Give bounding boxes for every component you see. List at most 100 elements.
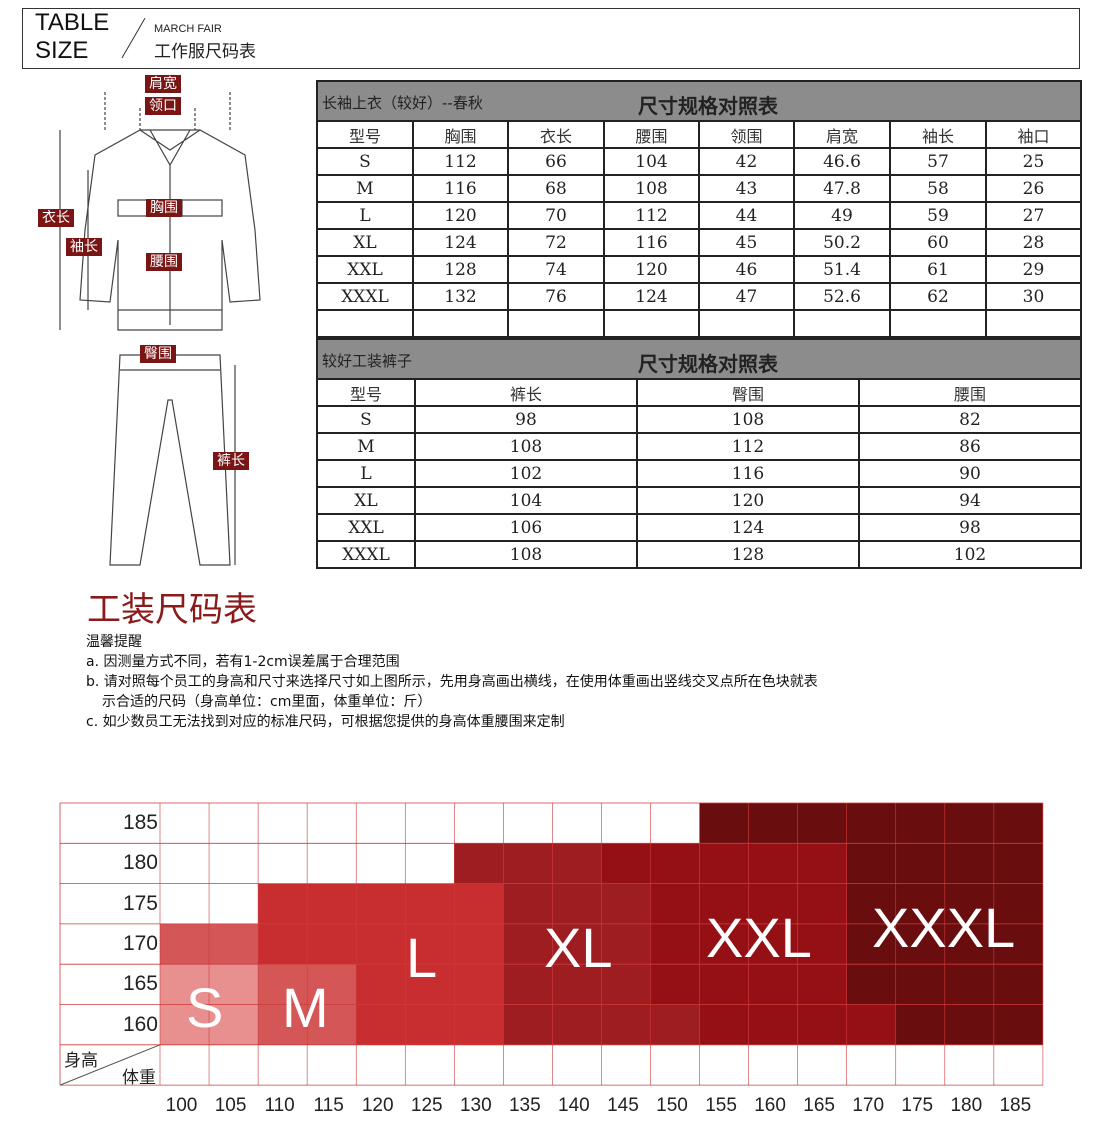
notes-title: 温馨提醒 bbox=[86, 634, 142, 650]
y-tick-label: 185 bbox=[122, 811, 158, 834]
table-cell: 42 bbox=[698, 147, 795, 176]
heatmap-cell bbox=[699, 923, 749, 965]
heatmap-cell bbox=[944, 1004, 994, 1045]
heatmap-cell bbox=[454, 923, 504, 965]
heatmap-cell bbox=[699, 883, 749, 924]
y-tick-label: 165 bbox=[122, 972, 158, 996]
table-cell: 43 bbox=[698, 174, 795, 203]
table-cell: 47 bbox=[698, 282, 795, 311]
table-cell: 66 bbox=[507, 147, 605, 176]
heatmap-cell bbox=[650, 964, 700, 1005]
heatmap-cell bbox=[993, 803, 1043, 844]
table-row: XXL 106 124 98 bbox=[316, 513, 1082, 542]
label-collar: 领口 bbox=[145, 97, 181, 115]
pants-table-title: 尺寸规格对照表 bbox=[638, 352, 778, 376]
table-row: S 98 108 82 bbox=[316, 405, 1082, 434]
heatmap-cell bbox=[699, 1004, 749, 1045]
heatmap-cell bbox=[601, 883, 651, 924]
table-cell: 132 bbox=[412, 282, 509, 311]
heatmap-cell bbox=[650, 883, 700, 924]
heatmap-cell bbox=[454, 1004, 504, 1045]
label-shoulder: 肩宽 bbox=[145, 75, 181, 93]
table-cell: 112 bbox=[603, 201, 700, 230]
table-cell: 98 bbox=[414, 405, 638, 434]
heatmap-cell bbox=[797, 1004, 847, 1045]
table-cell: XXXL bbox=[316, 282, 414, 311]
heatmap-cell bbox=[993, 923, 1043, 965]
heatmap-cell bbox=[699, 803, 749, 844]
table-cell: XXL bbox=[316, 513, 416, 542]
heatmap-cell bbox=[944, 883, 994, 924]
x-tick-label: 125 bbox=[410, 1095, 443, 1116]
table-cell: 108 bbox=[414, 540, 638, 569]
heatmap-cell bbox=[650, 843, 700, 884]
heatmap-cell bbox=[846, 1004, 896, 1045]
heatmap-cell bbox=[356, 923, 406, 965]
table-cell: 60 bbox=[889, 228, 987, 257]
header-subtitle-cn: 工作服尺码表 bbox=[154, 42, 256, 62]
heatmap-cell bbox=[356, 883, 406, 924]
heatmap-cell bbox=[258, 803, 308, 844]
heatmap-cell bbox=[160, 1004, 210, 1045]
label-length: 衣长 bbox=[38, 209, 74, 227]
heatmap-cell bbox=[209, 803, 259, 844]
table-cell: 124 bbox=[412, 228, 509, 257]
corner-diagonal bbox=[59, 1044, 161, 1086]
table-cell bbox=[793, 309, 891, 338]
table-cell: 86 bbox=[858, 432, 1082, 461]
heatmap-cell bbox=[552, 803, 602, 844]
x-tick-label: 170 bbox=[852, 1095, 885, 1116]
heatmap-cell bbox=[503, 843, 553, 884]
heatmap-cell bbox=[160, 923, 210, 965]
table-cell: XXL bbox=[316, 255, 414, 284]
y-tick-label: 170 bbox=[122, 931, 158, 955]
table-cell: 104 bbox=[603, 147, 700, 176]
table-cell bbox=[985, 309, 1082, 338]
heatmap-cell bbox=[258, 883, 308, 924]
heatmap-cell bbox=[160, 843, 210, 884]
heatmap-cell bbox=[699, 964, 749, 1005]
heatmap-cell bbox=[307, 923, 357, 965]
label-hip: 臀围 bbox=[140, 345, 176, 363]
table-row: M 108 112 86 bbox=[316, 432, 1082, 461]
heatmap-cell bbox=[601, 1004, 651, 1045]
heatmap-cell bbox=[258, 923, 308, 965]
table-cell: S bbox=[316, 147, 414, 176]
heatmap-cell bbox=[552, 1004, 602, 1045]
label-sleeve: 袖长 bbox=[66, 238, 102, 256]
x-tick-label: 160 bbox=[754, 1095, 786, 1116]
header-row: 型号 裤长 臀围 腰围 bbox=[316, 378, 1082, 407]
heatmap-cell bbox=[944, 923, 994, 965]
table-cell: 52.6 bbox=[793, 282, 891, 311]
heatmap-cell bbox=[846, 923, 896, 965]
table-cell: M bbox=[316, 174, 414, 203]
table-cell: 120 bbox=[412, 201, 509, 230]
table-cell bbox=[412, 309, 509, 338]
table-cell bbox=[603, 309, 700, 338]
y-tick-label: 160 bbox=[122, 1012, 158, 1036]
heatmap-cell bbox=[209, 923, 259, 965]
table-cell: 28 bbox=[985, 228, 1082, 257]
table-cell: 82 bbox=[858, 405, 1082, 434]
table-cell: 45 bbox=[698, 228, 795, 257]
heatmap-cell bbox=[209, 843, 259, 884]
column-header: 型号 bbox=[316, 378, 416, 407]
heatmap-cell bbox=[356, 803, 406, 844]
heatmap-cell bbox=[503, 883, 553, 924]
heatmap-cell bbox=[748, 923, 798, 965]
table-cell bbox=[698, 309, 795, 338]
shirt-table-left-title: 长袖上衣（较好）--春秋 bbox=[322, 94, 483, 112]
table-row: XXXL 108 128 102 bbox=[316, 540, 1082, 569]
x-tick-label: 115 bbox=[313, 1095, 344, 1116]
shirt-size-table: 长袖上衣（较好）--春秋 尺寸规格对照表 型号 胸围 衣长 腰围 领围 肩宽 袖长 袖口 S 112… bbox=[316, 80, 1082, 338]
table-cell: 116 bbox=[636, 459, 860, 488]
heatmap-cell bbox=[895, 923, 945, 965]
table-cell: 27 bbox=[985, 201, 1082, 230]
heatmap-cell bbox=[405, 1004, 455, 1045]
heatmap-cell bbox=[797, 923, 847, 965]
heatmap-cell bbox=[405, 803, 455, 844]
table-cell: 112 bbox=[636, 432, 860, 461]
heatmap-cell bbox=[454, 883, 504, 924]
table-cell: 26 bbox=[985, 174, 1082, 203]
